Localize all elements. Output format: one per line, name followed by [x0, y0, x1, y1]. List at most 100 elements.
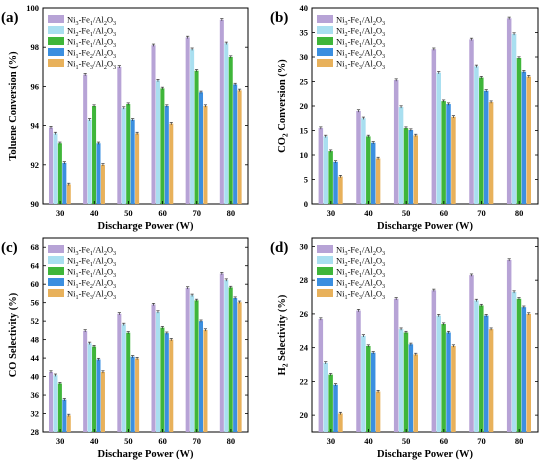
bar-ni1-fe2-80 — [233, 84, 238, 204]
x-tick-label: 60 — [440, 436, 449, 446]
bar-ni2-fe1-30 — [323, 362, 328, 432]
bar-ni1-fe2-50 — [130, 356, 135, 432]
bar-ni1-fe2-70 — [483, 315, 489, 432]
legend-label-ni3-fe1: Ni3-Fe1/Al2O3 — [336, 15, 385, 28]
legend-swatch-ni1-fe3 — [48, 289, 64, 297]
bar-ni1-fe2-60 — [446, 104, 451, 204]
legend-swatch-ni3-fe1 — [48, 15, 64, 23]
x-tick-label: 70 — [193, 208, 202, 218]
bar-ni1-fe3-50 — [413, 135, 419, 204]
y-tick-label: 44 — [31, 353, 40, 363]
legend-swatch-ni1-fe1 — [317, 37, 333, 45]
panel-3: 28 32 36 40 44 48 52 56 60 64 68 30 40 50 60 70 80 Discha… — [1, 237, 249, 460]
bar-ni1-fe1-60 — [160, 327, 165, 432]
bar-ni2-fe1-80 — [511, 33, 517, 204]
legend-label-ni1-fe3: Ni1-Fe3/Al2O3 — [336, 59, 385, 72]
bar-ni1-fe3-60 — [169, 339, 174, 432]
bar-ni2-fe1-70 — [474, 300, 479, 432]
bar-ni2-fe1-50 — [398, 106, 404, 204]
legend-label-ni1-fe1: Ni1-Fe1/Al2O3 — [67, 37, 116, 50]
bar-ni1-fe1-60 — [160, 88, 165, 204]
legend-label-ni1-fe2: Ni1-Fe2/Al2O3 — [67, 278, 116, 291]
bar-ni2-fe1-60 — [436, 72, 441, 205]
x-tick-label: 40 — [90, 436, 99, 446]
bar-ni3-fe1-50 — [393, 80, 399, 204]
x-tick-label: 70 — [477, 208, 486, 218]
bar-ni3-fe1-80 — [506, 18, 512, 205]
bar-ni2-fe1-60 — [436, 315, 441, 432]
bar-ni3-fe1-30 — [318, 128, 324, 204]
bar-ni1-fe3-40 — [375, 158, 381, 204]
bar-ni1-fe2-40 — [96, 359, 101, 432]
x-tick-label: 80 — [227, 436, 236, 446]
bar-ni1-fe2-30 — [62, 162, 67, 204]
bar-ni1-fe2-40 — [370, 142, 376, 204]
bar-ni2-fe1-60 — [155, 311, 160, 432]
y-tick-label: 25 — [300, 77, 309, 87]
bar-ni2-fe1-70 — [190, 49, 195, 204]
y-tick-label: 28 — [31, 427, 40, 437]
bar-ni2-fe1-80 — [224, 280, 229, 432]
legend-label-ni1-fe2: Ni1-Fe2/Al2O3 — [67, 48, 116, 61]
bar-ni2-fe1-60 — [155, 80, 160, 204]
bar-ni3-fe1-30 — [48, 127, 54, 204]
bar-ni1-fe2-60 — [446, 332, 451, 432]
bar-ni1-fe2-80 — [233, 298, 238, 432]
bar-ni1-fe1-80 — [228, 57, 233, 204]
y-tick-label: 26 — [300, 309, 309, 319]
bar-ni1-fe1-70 — [194, 70, 199, 204]
x-tick-label: 80 — [227, 208, 236, 218]
legend-label-ni2-fe1: Ni2-Fe1/Al2O3 — [67, 256, 116, 269]
bar-ni1-fe2-40 — [96, 143, 101, 204]
bar-ni2-fe1-40 — [361, 335, 366, 432]
panel-label: (d) — [270, 240, 288, 256]
y-tick-label: 22 — [300, 376, 309, 386]
bar-ni1-fe1-50 — [126, 332, 131, 432]
bar-ni1-fe3-40 — [100, 371, 105, 432]
bar-ni2-fe1-80 — [224, 43, 229, 204]
bar-ni1-fe3-70 — [488, 102, 494, 204]
bar-ni3-fe1-40 — [356, 110, 361, 204]
y-tick-label: 96 — [31, 81, 40, 91]
bar-ni2-fe1-50 — [398, 329, 404, 432]
panel-label: (b) — [270, 10, 288, 26]
bar-ni1-fe1-30 — [57, 383, 62, 432]
x-tick-label: 30 — [327, 436, 336, 446]
x-tick-label: 30 — [56, 436, 65, 446]
bar-ni1-fe1-40 — [366, 136, 371, 204]
y-tick-label: 48 — [31, 335, 40, 345]
bar-ni1-fe2-70 — [198, 92, 204, 204]
bar-ni1-fe1-70 — [194, 300, 199, 432]
bar-ni1-fe2-70 — [483, 90, 489, 204]
legend-label-ni1-fe3: Ni1-Fe3/Al2O3 — [67, 59, 116, 72]
y-tick-label: 56 — [31, 298, 40, 308]
y-tick-label: 100 — [26, 3, 39, 13]
bar-ni1-fe1-60 — [441, 101, 446, 204]
y-axis-title: CO Selectivity (%) — [8, 292, 19, 377]
legend: Ni3-Fe1/Al2O3Ni2-Fe1/Al2O3Ni1-Fe1/Al2O3N… — [48, 15, 116, 72]
y-axis-title: Toluene Conversion (%) — [8, 51, 19, 161]
bar-ni1-fe1-60 — [441, 324, 446, 432]
legend-swatch-ni2-fe1 — [48, 256, 64, 264]
y-tick-label: 68 — [31, 242, 40, 252]
legend-swatch-ni1-fe1 — [48, 267, 64, 275]
bar-ni1-fe3-80 — [526, 313, 532, 432]
legend: Ni3-Fe1/Al2O3Ni2-Fe1/Al2O3Ni1-Fe1/Al2O3N… — [317, 245, 385, 301]
y-tick-label: 36 — [31, 390, 40, 400]
bar-ni1-fe2-60 — [164, 106, 169, 204]
bar-ni3-fe1-50 — [117, 313, 122, 432]
bar-ni3-fe1-60 — [431, 290, 437, 432]
bar-ni2-fe1-50 — [121, 107, 126, 204]
x-tick-label: 50 — [402, 208, 411, 218]
bar-ni1-fe2-60 — [164, 333, 169, 432]
bar-ni1-fe2-50 — [408, 130, 414, 204]
x-tick-label: 50 — [124, 436, 133, 446]
bar-ni3-fe1-60 — [151, 304, 156, 432]
bar-ni1-fe2-50 — [408, 344, 414, 432]
legend-swatch-ni3-fe1 — [317, 15, 333, 23]
y-tick-label: 5 — [304, 175, 308, 185]
panel-2: 0 5 10 15 20 25 30 35 40 30 40 50 60 70 80 Discharge Po… — [270, 3, 539, 232]
y-tick-label: 98 — [31, 42, 40, 52]
bar-ni1-fe1-50 — [403, 128, 409, 204]
